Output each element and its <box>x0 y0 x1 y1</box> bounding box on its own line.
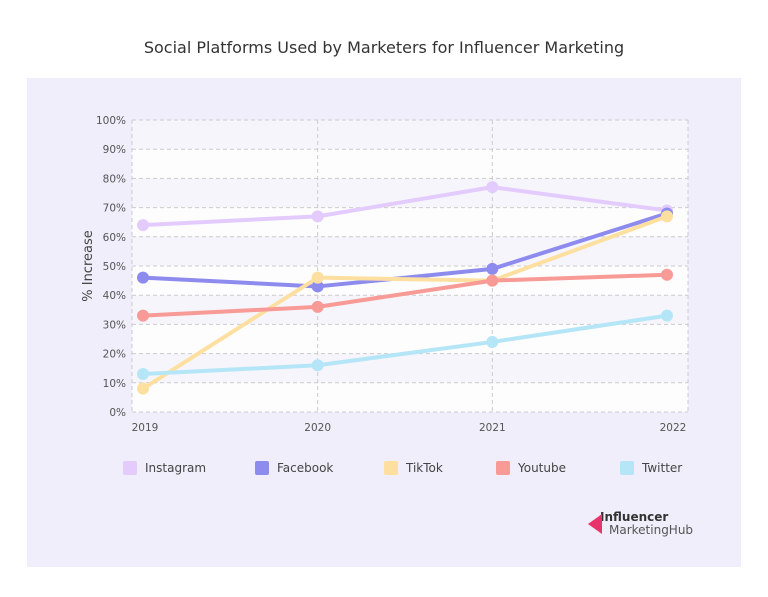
y-tick-label: 80% <box>103 173 126 185</box>
y-tick-label: 90% <box>103 144 126 156</box>
data-point-instagram <box>311 210 324 223</box>
data-point-facebook <box>311 280 324 293</box>
grid-band <box>132 120 688 150</box>
data-point-tiktok <box>137 382 149 395</box>
legend-label: TikTok <box>406 461 443 475</box>
x-tick-label: 2019 <box>132 422 159 434</box>
legend-label: Facebook <box>277 461 334 475</box>
data-point-youtube <box>486 274 499 287</box>
logo: Influencer MarketingHub <box>588 511 693 537</box>
legend-swatch <box>123 461 137 475</box>
legend-swatch <box>384 461 398 475</box>
series-line-tiktok <box>141 214 668 391</box>
legend-label: Twitter <box>642 461 683 475</box>
data-point-youtube <box>137 309 149 322</box>
grid-band <box>132 382 688 412</box>
logo-line2: MarketingHub <box>609 523 694 537</box>
data-point-instagram <box>486 181 499 194</box>
data-point-twitter <box>486 335 499 348</box>
legend-swatch <box>255 461 269 475</box>
data-point-twitter <box>661 309 673 322</box>
data-point-tiktok <box>661 210 673 223</box>
y-tick-label: 70% <box>103 203 126 215</box>
legend-item-instagram[interactable]: Instagram <box>123 461 206 475</box>
data-point-twitter <box>137 368 149 381</box>
logo-line1: Influencer <box>600 510 669 524</box>
grid-band <box>132 149 688 179</box>
legend-swatch <box>496 461 510 475</box>
x-tick-label: 2022 <box>660 422 687 434</box>
series-line-youtube <box>142 272 668 318</box>
grid-band <box>132 295 688 325</box>
legend-item-youtube[interactable]: Youtube <box>496 461 566 475</box>
chart-title: Social Platforms Used by Marketers for I… <box>143 38 625 57</box>
x-tick-label: 2020 <box>304 422 331 434</box>
data-point-youtube <box>661 268 673 281</box>
y-axis-label: % Increase <box>81 230 96 302</box>
legend-label: Instagram <box>145 461 207 475</box>
legend-swatch <box>620 461 634 475</box>
y-tick-label: 100% <box>96 115 126 127</box>
y-tick-label: 10% <box>103 378 126 390</box>
legend-item-facebook[interactable]: Facebook <box>255 461 333 475</box>
series-line-instagram <box>142 185 668 228</box>
data-point-facebook <box>137 271 149 284</box>
grid-band <box>132 353 688 383</box>
data-point-instagram <box>137 219 149 232</box>
series-line-twitter <box>142 313 668 377</box>
y-tick-label: 60% <box>103 232 126 244</box>
data-point-twitter <box>311 359 324 372</box>
legend-label: Youtube <box>518 461 566 475</box>
y-tick-label: 40% <box>103 290 126 302</box>
legend-item-twitter[interactable]: Twitter <box>620 461 682 475</box>
x-tick-label: 2021 <box>479 422 506 434</box>
data-point-youtube <box>311 300 324 313</box>
y-tick-label: 20% <box>103 349 126 361</box>
legend-item-tiktok[interactable]: TikTok <box>384 461 443 475</box>
data-point-facebook <box>486 262 499 275</box>
data-point-tiktok <box>311 271 324 284</box>
logo-mark-icon <box>588 514 602 534</box>
y-tick-label: 30% <box>103 319 126 331</box>
y-tick-label: 0% <box>109 407 126 419</box>
legend: Instagram Facebook TikTok Youtube Twitter <box>0 461 768 481</box>
grid-band <box>132 324 688 354</box>
y-tick-label: 50% <box>103 261 126 273</box>
